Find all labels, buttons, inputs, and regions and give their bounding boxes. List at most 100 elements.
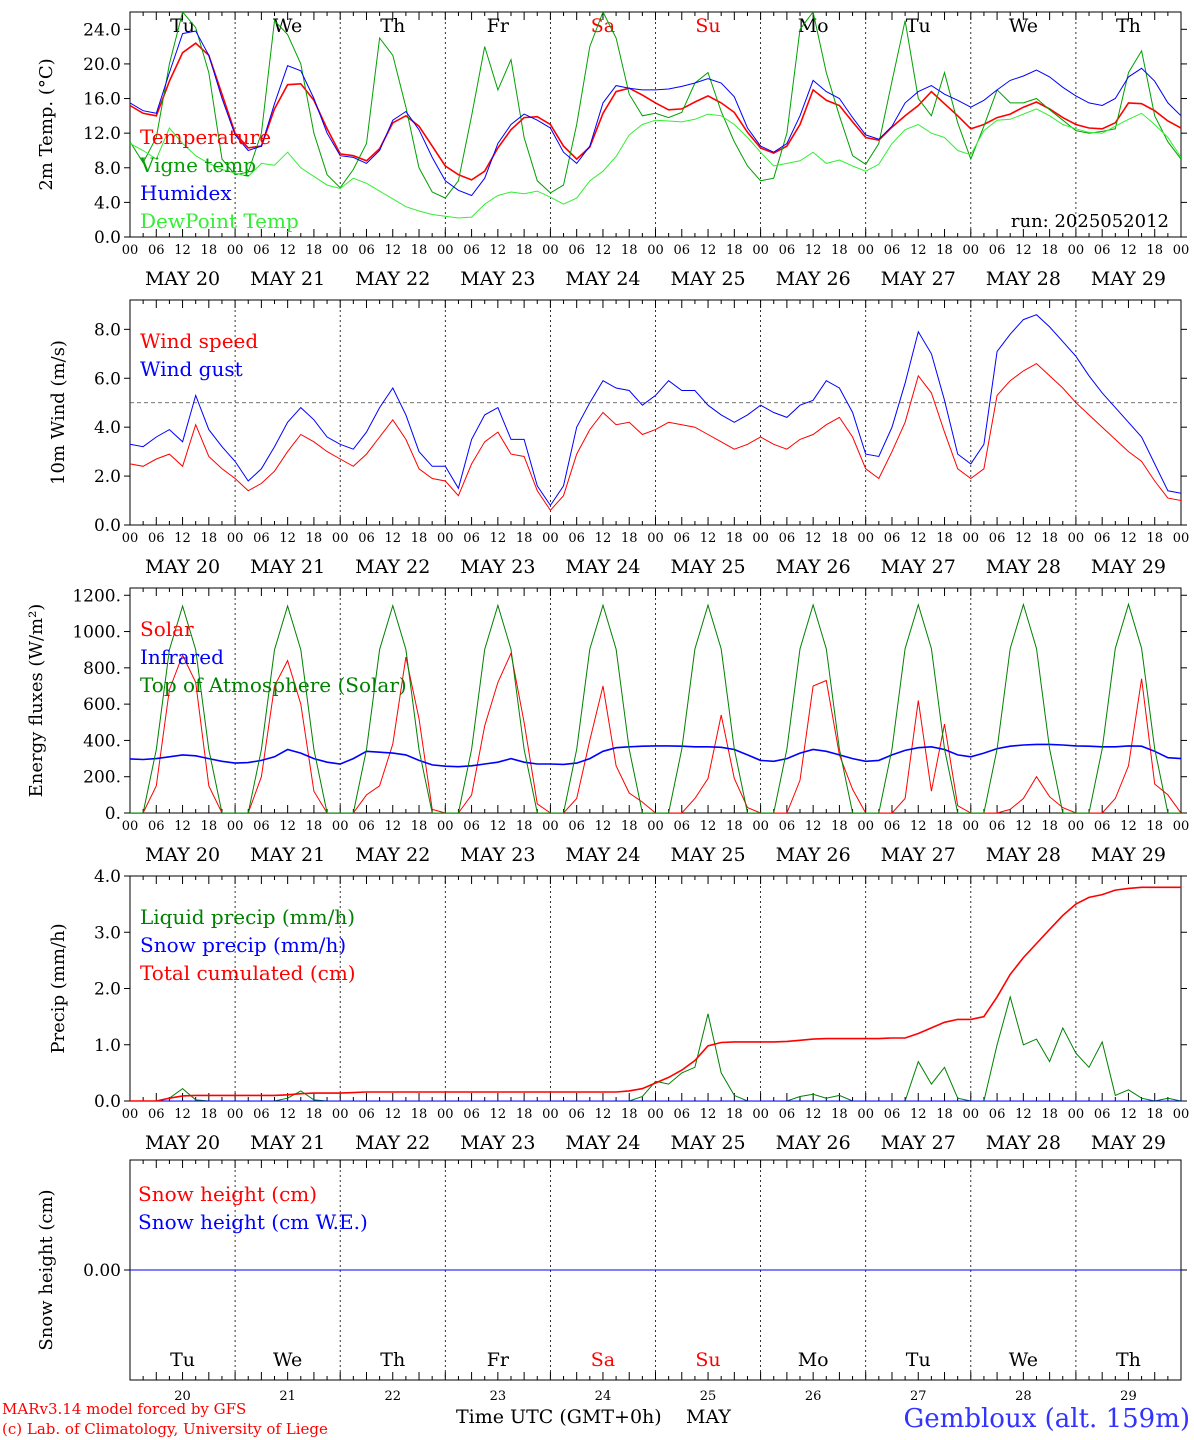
date-label: MAY 29 [1091,556,1166,578]
hour-tick-label: 12 [384,819,401,834]
hour-tick-label: 06 [253,243,270,258]
hour-tick-label: 12 [1120,1107,1137,1122]
hour-tick-label: 18 [726,1107,743,1122]
date-label: MAY 28 [986,844,1061,866]
panel-4: 0.0 1.0 2.0 3.0 4.0 00 06 12 18 00 06 12 18 00 06 12 18 0… [48,867,1189,1154]
hour-tick-label: 00 [227,1107,244,1122]
hour-tick-label: 00 [542,819,559,834]
hour-tick-label: 06 [358,819,375,834]
legend-entry: Snow height (cm W.E.) [138,1210,368,1234]
series-line-humidex [130,30,1181,197]
date-label: MAY 25 [670,268,745,290]
hour-tick-label: 00 [1068,819,1085,834]
y-tick-label: 4.0 [94,867,121,887]
hour-tick-label: 18 [1146,243,1163,258]
weekday-label: Fr [487,15,510,37]
series-line-vigne-temp [130,12,1181,199]
y-tick-label: 1200. [72,586,121,606]
weekday-label: Th [1116,15,1141,37]
weekday-label: Th [380,1349,405,1371]
legend-entry: Vigne temp [139,153,256,177]
hour-tick-label: 12 [490,1107,507,1122]
date-label: MAY 28 [986,556,1061,578]
hour-tick-label: 06 [884,819,901,834]
hour-tick-label: 06 [463,1107,480,1122]
date-label: MAY 24 [565,844,640,866]
date-label: MAY 23 [460,1132,535,1154]
hour-tick-label: 06 [779,531,796,546]
weekday-label: We [273,15,302,37]
hour-tick-label: 00 [437,1107,454,1122]
hour-tick-label: 12 [595,819,612,834]
hour-tick-label: 12 [1015,243,1032,258]
day-number: 24 [595,1389,612,1404]
hour-tick-label: 00 [1068,243,1085,258]
series-line-dewpoint-temp [130,108,1181,219]
y-tick-label: 1.0 [94,1036,121,1056]
hour-tick-label: 06 [674,243,691,258]
legend-entry: DewPoint Temp [140,209,299,233]
day-number: 27 [910,1389,927,1404]
panel-1: 0.0 4.0 8.0 12.0 16.0 20.0 24.0 00 06 12 18 00 06 12 1… [36,11,1189,290]
weekday-label: We [1009,1349,1038,1371]
hour-tick-label: 06 [1094,819,1111,834]
station-name: Gembloux (alt. 159m) [904,1404,1190,1434]
hour-tick-label: 18 [1041,819,1058,834]
hour-tick-label: 12 [174,531,191,546]
hour-tick-label: 12 [805,531,822,546]
weekday-label: We [1009,15,1038,37]
y-tick-label: 0.0 [94,516,121,536]
y-tick-label: 800. [83,659,121,679]
hour-tick-label: 18 [1146,531,1163,546]
hour-tick-label: 06 [358,531,375,546]
y-axis-title: Energy fluxes (W/m²) [26,604,47,798]
y-tick-label: 400. [83,731,121,751]
hour-tick-label: 06 [779,1107,796,1122]
hour-tick-label: 12 [490,819,507,834]
hour-tick-label: 18 [516,1107,533,1122]
date-label: MAY 27 [881,268,956,290]
hour-tick-label: 12 [174,1107,191,1122]
hour-tick-label: 12 [384,531,401,546]
day-number: 29 [1120,1389,1137,1404]
hour-tick-label: 18 [516,819,533,834]
hour-tick-label: 18 [621,1107,638,1122]
date-label: MAY 28 [986,1132,1061,1154]
hour-tick-label: 12 [805,819,822,834]
legend-entry: Snow precip (mm/h) [140,933,346,957]
date-label: MAY 20 [145,268,220,290]
date-label: MAY 26 [776,1132,851,1154]
day-number: 23 [490,1389,507,1404]
date-label: MAY 26 [776,556,851,578]
weekday-label: Sa [591,1349,615,1371]
hour-tick-label: 18 [831,819,848,834]
hour-tick-label: 00 [963,819,980,834]
hour-tick-label: 00 [437,243,454,258]
day-number: 22 [384,1389,401,1404]
hour-tick-label: 00 [227,819,244,834]
date-label: MAY 29 [1091,844,1166,866]
hour-tick-label: 00 [122,531,139,546]
hour-tick-label: 18 [1041,243,1058,258]
hour-tick-label: 18 [726,243,743,258]
hour-tick-label: 00 [332,243,349,258]
hour-tick-label: 12 [279,1107,296,1122]
run-label: run: 2025052012 [1011,211,1169,232]
hour-tick-label: 12 [1120,819,1137,834]
hour-tick-label: 18 [411,243,428,258]
hour-tick-label: 06 [779,819,796,834]
hour-tick-label: 06 [463,531,480,546]
hour-tick-label: 12 [910,1107,927,1122]
y-tick-label: 2.0 [94,467,121,487]
hour-tick-label: 18 [1146,819,1163,834]
date-label: MAY 20 [145,556,220,578]
y-axis-title: Snow height (cm) [36,1189,57,1350]
hour-tick-label: 06 [253,531,270,546]
hour-tick-label: 12 [910,243,927,258]
hour-tick-label: 00 [227,243,244,258]
hour-tick-label: 00 [857,243,874,258]
hour-tick-label: 12 [279,819,296,834]
legend-entry: Infrared [140,645,224,669]
hour-tick-label: 00 [332,819,349,834]
